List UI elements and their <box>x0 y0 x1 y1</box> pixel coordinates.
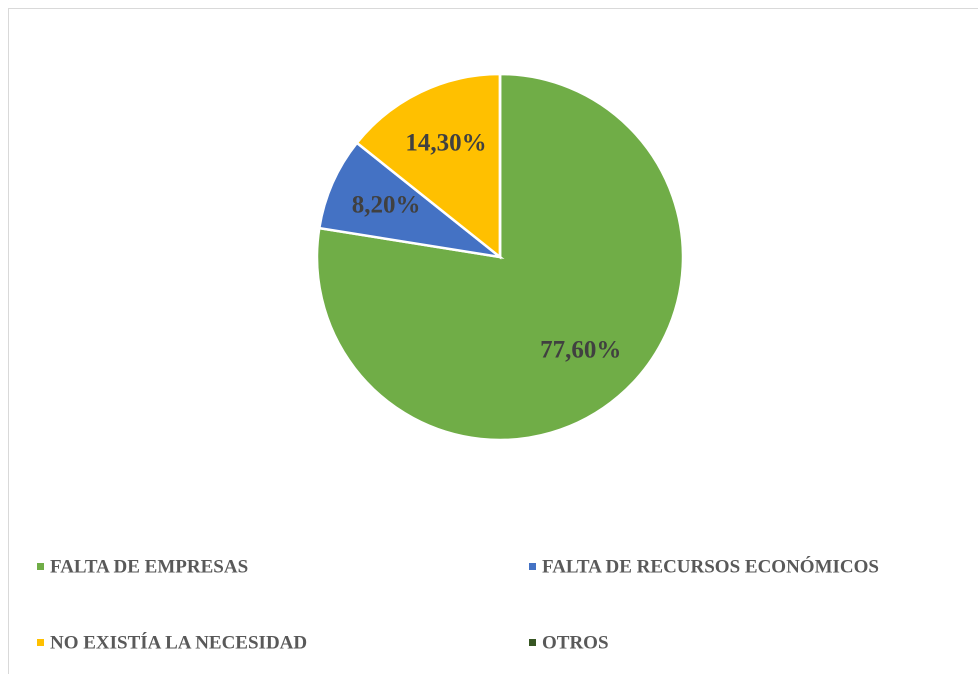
legend-swatch <box>529 563 536 570</box>
legend-label: OTROS <box>542 632 609 653</box>
legend-label: FALTA DE RECURSOS ECONÓMICOS <box>542 555 879 577</box>
data-label: 8,20% <box>352 191 421 218</box>
legend-swatch <box>37 639 44 646</box>
legend-label: FALTA DE EMPRESAS <box>50 556 248 577</box>
data-label: 77,60% <box>540 336 621 363</box>
legend-label: NO EXISTÍA LA NECESIDAD <box>50 631 307 653</box>
pie-slice <box>355 72 502 260</box>
data-label: 14,30% <box>405 130 486 157</box>
legend-swatch <box>529 639 536 646</box>
legend-swatch <box>37 563 44 570</box>
pie-slice <box>317 141 505 259</box>
